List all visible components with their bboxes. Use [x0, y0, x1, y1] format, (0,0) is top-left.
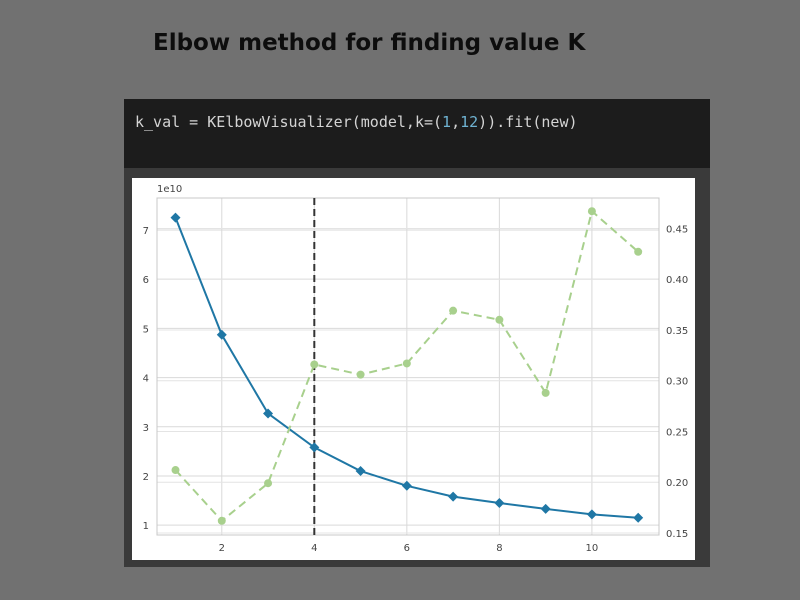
fit-time-point [495, 315, 504, 324]
y-left-tick-label: 1 [143, 521, 149, 532]
distortion-point [540, 503, 551, 514]
distortion-point [448, 491, 459, 502]
y-right-tick-label: 0.15 [666, 529, 688, 540]
y-left-tick-label: 6 [143, 275, 149, 286]
y-left-tick-label: 3 [143, 423, 149, 434]
code-suffix: )).fit(new) [478, 113, 578, 131]
distortion-point [216, 329, 227, 340]
distortion-point [263, 408, 274, 419]
distortion-point [494, 498, 505, 509]
y-left-tick-label: 2 [143, 472, 149, 483]
plot-area-border [156, 197, 660, 536]
distortion-point [355, 466, 366, 477]
code-prefix: k_val = KElbowVisualizer(model,k=( [135, 113, 443, 131]
distortion-point [633, 512, 644, 523]
x-tick-label: 8 [496, 543, 502, 554]
elbow-chart: 2 4 6 8 1012345670.150.200.250.300.350.400.4… [143, 184, 689, 554]
y-right-tick-label: 0.35 [666, 326, 688, 337]
fit-time-point [310, 360, 319, 369]
fit-time-point [541, 388, 550, 397]
fit-time-point [587, 207, 596, 216]
code-line: k_val = KElbowVisualizer(model,k=(1,12))… [135, 113, 578, 131]
y-right-tick-label: 0.40 [666, 275, 688, 286]
code-number-end: 12 [460, 113, 479, 131]
fit-time-point [356, 370, 365, 379]
slide-title: Elbow method for finding value K [153, 30, 586, 56]
y-right-tick-label: 0.20 [666, 478, 688, 489]
y-right-tick-label: 0.30 [666, 377, 688, 388]
y-exponent-label: 1e10 [157, 184, 182, 195]
x-tick-label: 10 [586, 543, 599, 554]
y-left-tick-label: 7 [143, 226, 149, 237]
distortion-point [401, 480, 412, 491]
notebook-cell: k_val = KElbowVisualizer(model,k=(1,12))… [124, 99, 710, 567]
distortion-point [309, 442, 320, 453]
fit-time-point [449, 306, 458, 315]
x-tick-label: 2 [219, 543, 225, 554]
distortion-point [170, 212, 181, 223]
fit-time-point [264, 479, 273, 488]
fit-time-point [402, 359, 411, 368]
fit-time-point [634, 247, 643, 256]
y-right-tick-label: 0.45 [666, 224, 688, 235]
code-input[interactable]: k_val = KElbowVisualizer(model,k=(1,12))… [124, 99, 710, 168]
x-tick-label: 6 [404, 543, 410, 554]
code-number-start: 1 [442, 113, 452, 131]
fit-time-point [217, 516, 226, 525]
x-tick-label: 4 [311, 543, 317, 554]
y-left-tick-label: 5 [143, 324, 149, 335]
plot-output: 2 4 6 8 10 1 2 3 4 5 6 7 0.15 0.20 0.25 0.30 0.35 0.40 0.4… [132, 178, 695, 560]
y-left-tick-label: 4 [143, 374, 149, 385]
fit-time-line [174, 209, 639, 523]
y-right-tick-label: 0.25 [666, 427, 688, 438]
code-separator: , [451, 113, 461, 131]
fit-time-point [171, 466, 180, 475]
distortion-point [586, 509, 597, 520]
